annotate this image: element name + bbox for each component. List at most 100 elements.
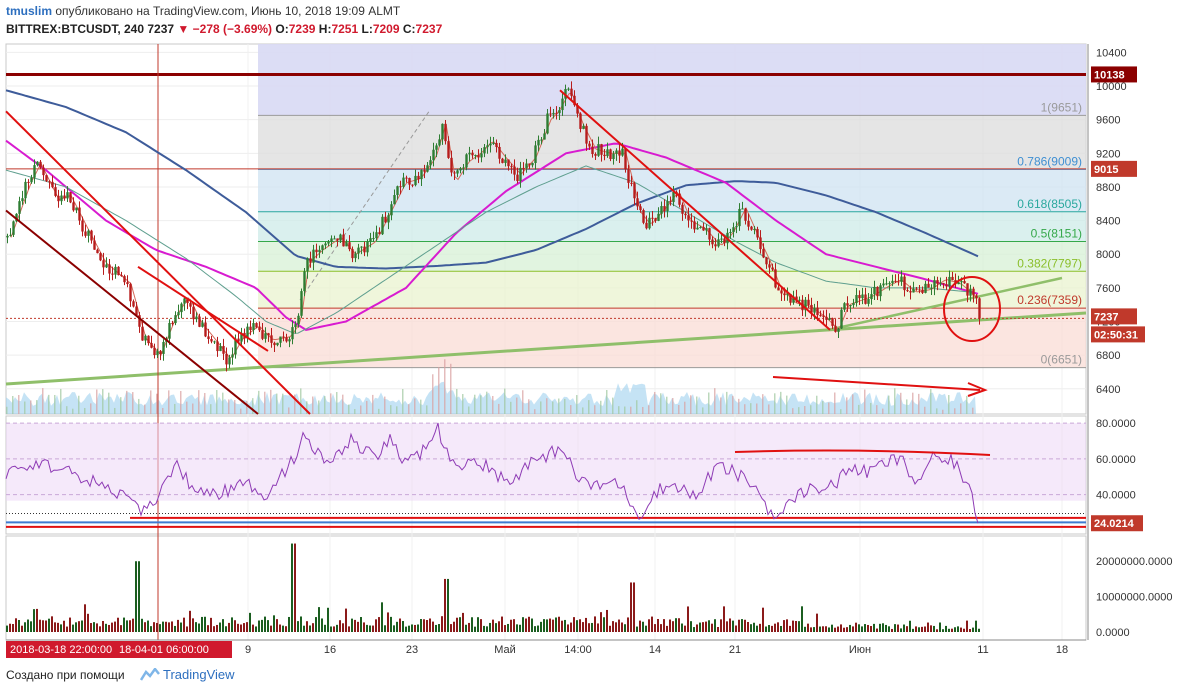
volume-bar	[300, 616, 302, 632]
volume-bar	[90, 623, 92, 632]
time-tick-label: 11	[977, 644, 988, 656]
volume-bar	[660, 624, 662, 632]
candle-body	[9, 234, 12, 236]
candle-body	[378, 232, 381, 235]
volume-tick	[894, 388, 896, 414]
candle-body	[597, 144, 600, 156]
candle-body	[414, 175, 417, 186]
volume-tick	[426, 405, 428, 414]
candle-body	[93, 240, 96, 250]
candle-body	[423, 170, 426, 172]
candle-body	[855, 295, 858, 304]
volume-bar	[978, 628, 980, 632]
trendlines[interactable]	[5, 89, 1001, 415]
candle-body	[819, 315, 822, 317]
candle-body	[708, 228, 711, 240]
candle-body	[204, 322, 207, 337]
volume-bar	[822, 626, 824, 632]
candle-body	[846, 303, 849, 306]
candle-body	[168, 322, 171, 339]
volume-tick	[408, 404, 410, 414]
price-chart[interactable]: 1(9651) 0.786(9009) 0.618(8505) 0.5(8151) 0.…	[0, 40, 1184, 660]
volume-bar	[51, 616, 53, 632]
axes[interactable]: 1040010000960092008800840080007600720068…	[6, 44, 1172, 658]
volume-bar	[741, 619, 743, 632]
rsi-pane[interactable]	[5, 422, 1086, 528]
volume-tick	[492, 395, 494, 414]
time-tick-label: 21	[729, 644, 741, 656]
volume-bar	[222, 619, 224, 632]
volume-bar	[558, 616, 560, 632]
candle-body	[81, 220, 84, 232]
candle-body	[963, 281, 966, 284]
volume-bar	[798, 621, 800, 632]
volume-bar	[693, 627, 695, 632]
volume-tick	[564, 398, 566, 414]
volume-bar	[414, 624, 416, 632]
volume-bar	[306, 621, 308, 632]
volume-tick	[696, 396, 698, 414]
volume-bar	[249, 612, 251, 632]
candle-body	[945, 284, 948, 287]
candle-body	[567, 88, 570, 90]
volume-bar	[627, 617, 629, 632]
volume-bar	[534, 626, 536, 632]
volume-bar	[582, 622, 584, 632]
volume-tick	[942, 409, 944, 414]
candle-body	[666, 201, 669, 212]
volume-bar	[402, 621, 404, 632]
fibonacci-retracement[interactable]: 1(9651) 0.786(9009) 0.618(8505) 0.5(8151) 0.…	[258, 44, 1086, 369]
candle-body	[87, 230, 90, 236]
candle-body	[951, 276, 954, 281]
candle-body	[639, 206, 642, 211]
volume-bar	[330, 626, 332, 632]
volume-tick	[174, 403, 176, 414]
candle-body	[885, 283, 888, 285]
candle-body	[822, 315, 825, 317]
volume-bar	[399, 618, 401, 632]
tradingview-brand[interactable]: TradingView	[163, 667, 235, 682]
candle-body	[150, 343, 153, 348]
volume-bar	[69, 617, 71, 632]
volume-bar	[747, 621, 749, 632]
volume-bar	[837, 626, 839, 632]
volume-tick	[912, 392, 914, 414]
volume-bar	[711, 623, 713, 632]
candle-body	[27, 181, 30, 183]
candle-body	[45, 175, 48, 182]
candle-body	[291, 327, 294, 340]
volume-bar	[549, 618, 551, 632]
author-name[interactable]: tmuslim	[6, 4, 53, 18]
crosshair-time-label-2: 18-04-01 06:00:00	[119, 644, 209, 656]
volume-bar	[354, 619, 356, 632]
volume-bar	[759, 623, 761, 632]
volume-bar	[48, 618, 50, 632]
volume-tick	[60, 388, 62, 414]
candle-body	[480, 153, 483, 158]
time-tick-label: Июн	[849, 644, 871, 656]
volume-bar	[657, 618, 659, 632]
volume-bar	[603, 617, 605, 632]
volume-bar	[87, 613, 89, 632]
candle-body	[759, 237, 762, 250]
candle-body	[906, 290, 909, 292]
volume-pane[interactable]	[6, 543, 980, 632]
volume-tick	[972, 407, 974, 414]
volume-bar	[552, 619, 554, 632]
volume-tick	[456, 388, 458, 414]
volume-tick	[546, 398, 548, 414]
volume-bar	[633, 582, 635, 632]
volume-bar	[321, 618, 323, 632]
volume-bar	[108, 624, 110, 632]
candle-body	[330, 238, 333, 242]
candle-body	[471, 152, 474, 156]
candle-body	[789, 294, 792, 303]
low-label: L:	[361, 22, 373, 36]
volume-tick	[708, 392, 710, 414]
volume-bar	[123, 617, 125, 632]
candle-body	[927, 283, 930, 288]
candle-body	[660, 206, 663, 214]
candle-body	[222, 345, 225, 354]
volume-bar	[960, 627, 962, 632]
volume-bar	[153, 622, 155, 632]
